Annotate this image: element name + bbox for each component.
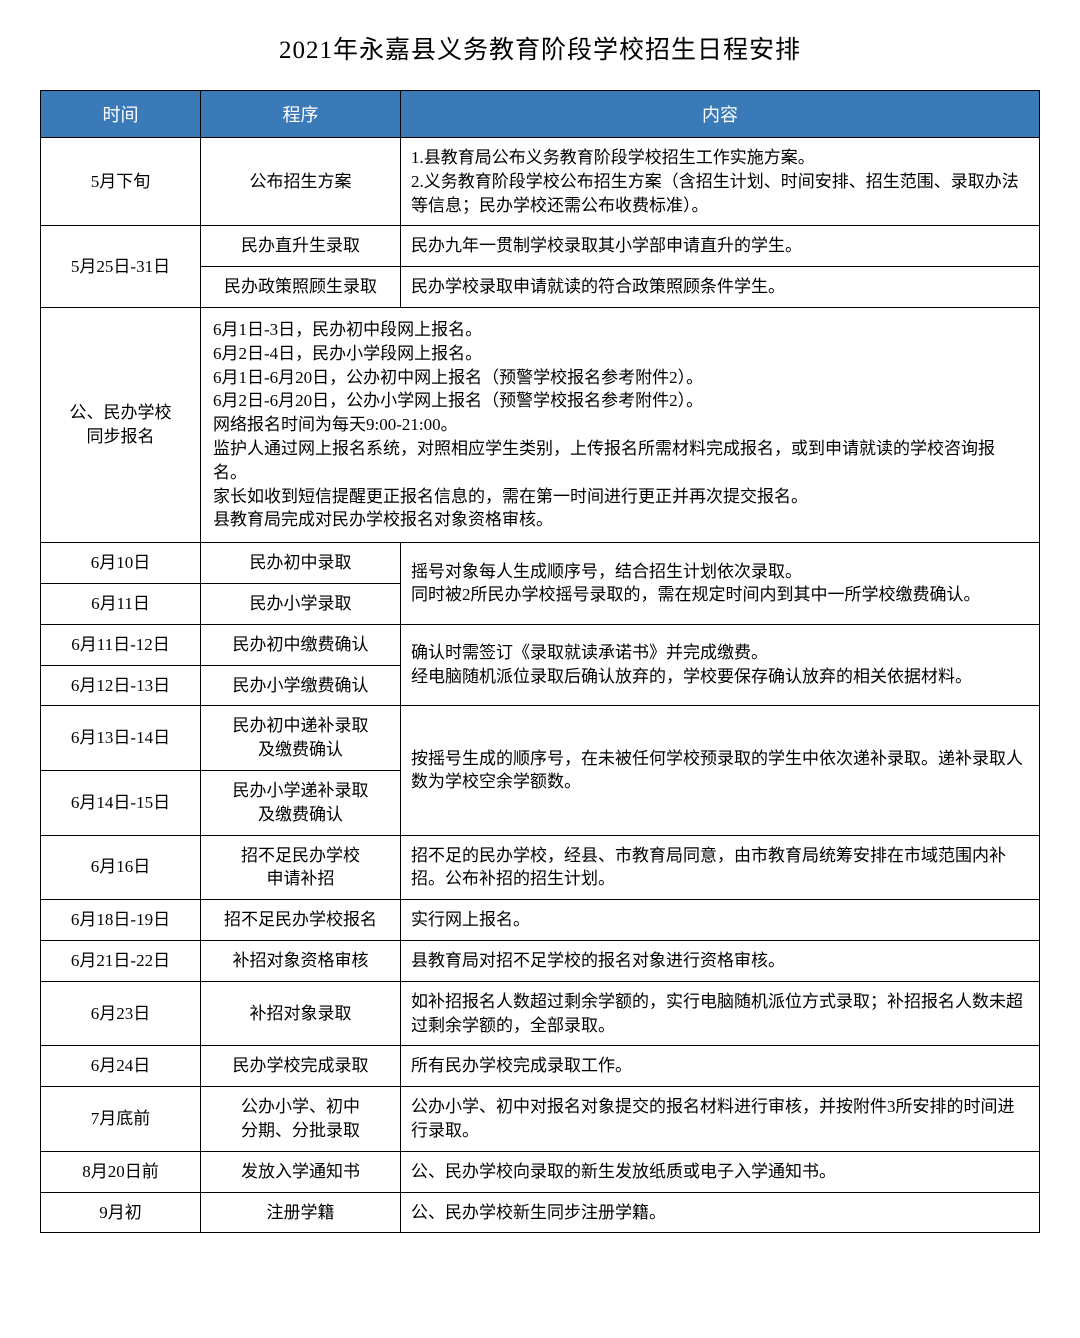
cell-time: 6月23日 [41, 981, 201, 1046]
table-row: 6月13日-14日 民办初中递补录取 及缴费确认 按摇号生成的顺序号，在未被任何… [41, 706, 1040, 771]
cell-content: 公办小学、初中对报名对象提交的报名材料进行审核，并按附件3所安排的时间进行录取。 [401, 1087, 1040, 1152]
cell-time: 5月25日-31日 [41, 226, 201, 308]
cell-proc: 补招对象录取 [201, 981, 401, 1046]
cell-content: 招不足的民办学校，经县、市教育局同意，由市教育局统筹安排在市域范围内补招。公布补… [401, 835, 1040, 900]
table-row: 6月11日-12日 民办初中缴费确认 确认时需签订《录取就读承诺书》并完成缴费。… [41, 624, 1040, 665]
cell-time: 6月11日 [41, 583, 201, 624]
cell-time: 6月13日-14日 [41, 706, 201, 771]
table-row: 公、民办学校 同步报名 6月1日-3日，民办初中段网上报名。 6月2日-4日，民… [41, 307, 1040, 542]
table-row: 8月20日前 发放入学通知书 公、民办学校向录取的新生发放纸质或电子入学通知书。 [41, 1151, 1040, 1192]
cell-content: 确认时需签订《录取就读承诺书》并完成缴费。 经电脑随机派位录取后确认放弃的，学校… [401, 624, 1040, 706]
cell-proc: 公布招生方案 [201, 138, 401, 226]
cell-time: 6月12日-13日 [41, 665, 201, 706]
header-content: 内容 [401, 91, 1040, 138]
cell-content: 民办九年一贯制学校录取其小学部申请直升的学生。 [401, 226, 1040, 267]
cell-time: 9月初 [41, 1192, 201, 1233]
cell-time: 6月10日 [41, 543, 201, 584]
table-row: 6月10日 民办初中录取 摇号对象每人生成顺序号，结合招生计划依次录取。 同时被… [41, 543, 1040, 584]
cell-proc: 招不足民办学校 申请补招 [201, 835, 401, 900]
cell-proc: 注册学籍 [201, 1192, 401, 1233]
cell-content: 1.县教育局公布义务教育阶段学校招生工作实施方案。 2.义务教育阶段学校公布招生… [401, 138, 1040, 226]
cell-proc: 民办初中递补录取 及缴费确认 [201, 706, 401, 771]
cell-content: 6月1日-3日，民办初中段网上报名。 6月2日-4日，民办小学段网上报名。 6月… [201, 307, 1040, 542]
cell-time: 6月18日-19日 [41, 900, 201, 941]
cell-proc: 公办小学、初中 分期、分批录取 [201, 1087, 401, 1152]
cell-content: 公、民办学校向录取的新生发放纸质或电子入学通知书。 [401, 1151, 1040, 1192]
header-proc: 程序 [201, 91, 401, 138]
table-row: 7月底前 公办小学、初中 分期、分批录取 公办小学、初中对报名对象提交的报名材料… [41, 1087, 1040, 1152]
cell-time: 6月11日-12日 [41, 624, 201, 665]
cell-proc: 民办小学录取 [201, 583, 401, 624]
cell-content: 公、民办学校新生同步注册学籍。 [401, 1192, 1040, 1233]
cell-content: 摇号对象每人生成顺序号，结合招生计划依次录取。 同时被2所民办学校摇号录取的，需… [401, 543, 1040, 625]
table-row: 6月23日 补招对象录取 如补招报名人数超过剩余学额的，实行电脑随机派位方式录取… [41, 981, 1040, 1046]
cell-time: 6月24日 [41, 1046, 201, 1087]
header-time: 时间 [41, 91, 201, 138]
cell-proc: 民办初中缴费确认 [201, 624, 401, 665]
table-row: 6月24日 民办学校完成录取 所有民办学校完成录取工作。 [41, 1046, 1040, 1087]
cell-time: 7月底前 [41, 1087, 201, 1152]
table-row: 6月21日-22日 补招对象资格审核 县教育局对招不足学校的报名对象进行资格审核… [41, 940, 1040, 981]
cell-content: 县教育局对招不足学校的报名对象进行资格审核。 [401, 940, 1040, 981]
cell-time: 6月16日 [41, 835, 201, 900]
cell-proc: 民办学校完成录取 [201, 1046, 401, 1087]
cell-time: 6月14日-15日 [41, 770, 201, 835]
cell-proc: 民办直升生录取 [201, 226, 401, 267]
cell-proc: 民办小学递补录取 及缴费确认 [201, 770, 401, 835]
cell-time: 5月下旬 [41, 138, 201, 226]
cell-content: 民办学校录取申请就读的符合政策照顾条件学生。 [401, 267, 1040, 308]
cell-time: 公、民办学校 同步报名 [41, 307, 201, 542]
cell-proc: 民办小学缴费确认 [201, 665, 401, 706]
cell-proc: 补招对象资格审核 [201, 940, 401, 981]
table-header-row: 时间 程序 内容 [41, 91, 1040, 138]
table-row: 6月16日 招不足民办学校 申请补招 招不足的民办学校，经县、市教育局同意，由市… [41, 835, 1040, 900]
table-row: 6月18日-19日 招不足民办学校报名 实行网上报名。 [41, 900, 1040, 941]
table-row: 5月25日-31日 民办直升生录取 民办九年一贯制学校录取其小学部申请直升的学生… [41, 226, 1040, 267]
cell-content: 按摇号生成的顺序号，在未被任何学校预录取的学生中依次递补录取。递补录取人数为学校… [401, 706, 1040, 835]
cell-content: 所有民办学校完成录取工作。 [401, 1046, 1040, 1087]
cell-proc: 民办初中录取 [201, 543, 401, 584]
cell-proc: 民办政策照顾生录取 [201, 267, 401, 308]
cell-time: 6月21日-22日 [41, 940, 201, 981]
table-row: 9月初 注册学籍 公、民办学校新生同步注册学籍。 [41, 1192, 1040, 1233]
page-title: 2021年永嘉县义务教育阶段学校招生日程安排 [40, 30, 1040, 66]
cell-content: 实行网上报名。 [401, 900, 1040, 941]
table-row: 5月下旬 公布招生方案 1.县教育局公布义务教育阶段学校招生工作实施方案。 2.… [41, 138, 1040, 226]
cell-time: 8月20日前 [41, 1151, 201, 1192]
cell-proc: 招不足民办学校报名 [201, 900, 401, 941]
cell-content: 如补招报名人数超过剩余学额的，实行电脑随机派位方式录取；补招报名人数未超过剩余学… [401, 981, 1040, 1046]
cell-proc: 发放入学通知书 [201, 1151, 401, 1192]
schedule-table: 时间 程序 内容 5月下旬 公布招生方案 1.县教育局公布义务教育阶段学校招生工… [40, 90, 1040, 1233]
